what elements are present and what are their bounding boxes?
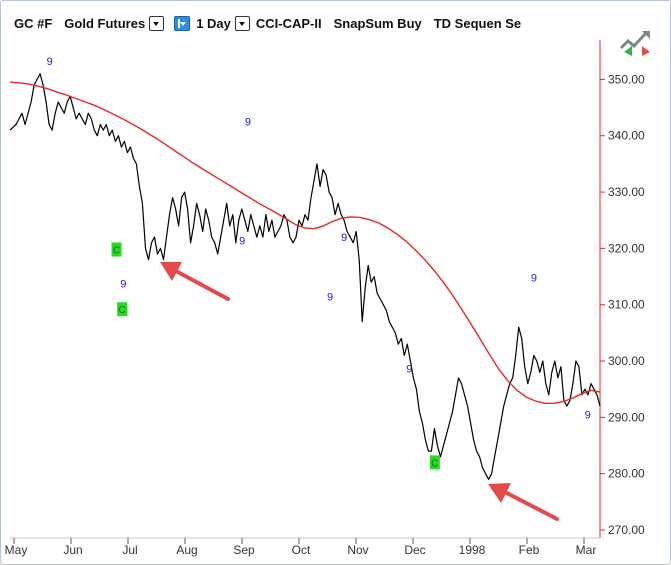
- x-tick-label: Nov: [347, 543, 368, 557]
- indicator-label[interactable]: SnapSum Buy: [333, 15, 422, 31]
- td-count-marker: 9: [47, 56, 53, 68]
- x-tick-label: 1998: [459, 543, 486, 557]
- y-tick-label: 290.00: [608, 410, 645, 424]
- td-count-marker: 9: [406, 363, 412, 375]
- signal-box-marker: [429, 455, 440, 470]
- annotation-arrow-icon: [488, 483, 559, 521]
- td-count-marker: 9: [341, 232, 347, 244]
- td-count-marker: 9: [245, 117, 251, 129]
- x-tick-label: Feb: [519, 543, 540, 557]
- td-count-marker: 9: [239, 236, 245, 248]
- x-tick-label: Mar: [576, 543, 597, 557]
- x-tick-label: May: [5, 543, 28, 557]
- interval-dropdown-icon[interactable]: [234, 15, 250, 31]
- time-axis: May Jun Jul Aug Sep Oct Nov Dec 1998 Feb Mar: [5, 537, 600, 557]
- x-tick-label: Sep: [233, 543, 255, 557]
- signal-box-marker: [117, 302, 128, 317]
- td-count-marker: 9: [531, 273, 537, 285]
- td-count-marker: 9: [585, 410, 591, 422]
- td-count-marker: 9: [327, 291, 333, 303]
- y-tick-label: 310.00: [608, 298, 645, 312]
- price-line[interactable]: [9, 73, 601, 480]
- y-tick-label: 280.00: [608, 467, 645, 481]
- moving-average-line[interactable]: [9, 81, 601, 404]
- chart-toolbar: GC #F Gold Futures 1 Day CCI-CAP-II Snap…: [14, 12, 521, 34]
- price-axis: 350.00 340.00 330.00 320.00 310.00 300.00 290.…: [599, 40, 645, 538]
- signal-box-label: C: [119, 305, 126, 316]
- signal-box-label: C: [431, 458, 438, 469]
- x-tick-label: Jun: [63, 543, 82, 557]
- td-count-marker: 9: [120, 278, 126, 290]
- y-tick-label: 330.00: [608, 185, 645, 199]
- instrument-name: Gold Futures: [64, 15, 146, 31]
- y-tick-label: 350.00: [608, 72, 645, 86]
- trend-arrows-icon[interactable]: [618, 28, 654, 58]
- annotation-arrows: [160, 262, 559, 521]
- indicator-label[interactable]: TD Sequen Se: [433, 15, 522, 31]
- indicator-label[interactable]: CCI-CAP-II: [255, 15, 322, 31]
- symbol-label[interactable]: GC #F: [14, 15, 53, 31]
- x-tick-label: Oct: [292, 543, 311, 557]
- signal-box-label: C: [113, 246, 120, 257]
- x-tick-label: Dec: [404, 543, 425, 557]
- y-tick-label: 270.00: [608, 523, 645, 537]
- bar-type-dropdown-icon[interactable]: [174, 15, 191, 31]
- y-tick-label: 320.00: [608, 241, 645, 255]
- y-tick-label: 340.00: [608, 129, 645, 143]
- x-tick-label: Jul: [122, 543, 137, 557]
- interval-label[interactable]: 1 Day: [196, 15, 231, 31]
- signal-box-marker: [111, 242, 122, 257]
- x-tick-label: Aug: [176, 543, 197, 557]
- annotation-arrow-icon: [160, 262, 230, 301]
- symbol-dropdown-icon[interactable]: [149, 15, 165, 31]
- y-tick-label: 300.00: [608, 354, 645, 368]
